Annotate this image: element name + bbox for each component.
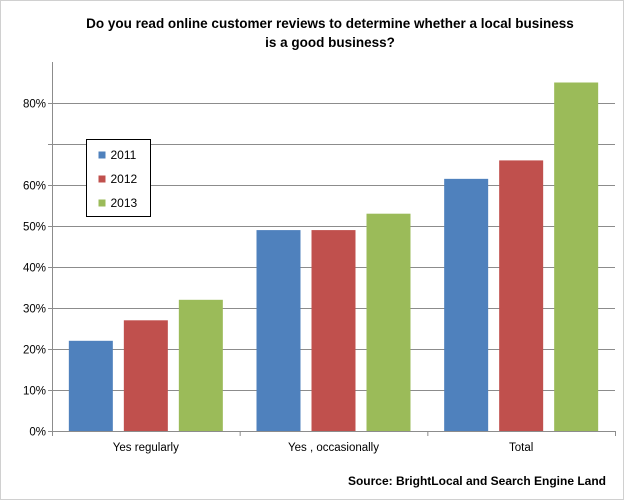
bar-2013-1 [366, 213, 411, 431]
category-label: Yes , occasionally [288, 442, 379, 454]
bar-2011-1 [256, 230, 301, 431]
legend-swatch [98, 151, 106, 159]
y-tick-label: 30% [23, 304, 46, 316]
chart-title-line-1: Do you read online customer reviews to d… [86, 16, 574, 31]
legend-label: 2013 [111, 196, 138, 210]
y-tick-label: 60% [23, 181, 46, 193]
bar-2012-0 [123, 320, 168, 431]
chart-title: Do you read online customer reviews to d… [60, 14, 600, 52]
source-note: Source: BrightLocal and Search Engine La… [347, 474, 606, 488]
legend-swatch [98, 175, 106, 183]
legend-box [86, 139, 151, 217]
y-tick-label: 40% [23, 263, 46, 275]
y-tick-label: 20% [23, 345, 46, 357]
bar-2011-2 [444, 178, 489, 431]
bar-2012-1 [311, 230, 356, 431]
y-tick-label: 80% [23, 99, 46, 111]
y-tick-label: 10% [23, 386, 46, 398]
legend-label: 2011 [111, 148, 137, 162]
legend-label: 2012 [111, 172, 138, 186]
legend-swatch [98, 199, 106, 207]
bar-2013-2 [554, 82, 599, 431]
category-label: Yes regularly [113, 442, 179, 454]
bar-2013-0 [178, 299, 223, 431]
y-tick-label: 50% [23, 222, 46, 234]
chart-title-line-2: is a good business? [265, 35, 395, 50]
bar-2012-2 [499, 160, 544, 431]
category-label: Total [509, 442, 533, 454]
y-tick-label: 0% [29, 427, 46, 439]
bar-2011-0 [68, 340, 113, 431]
